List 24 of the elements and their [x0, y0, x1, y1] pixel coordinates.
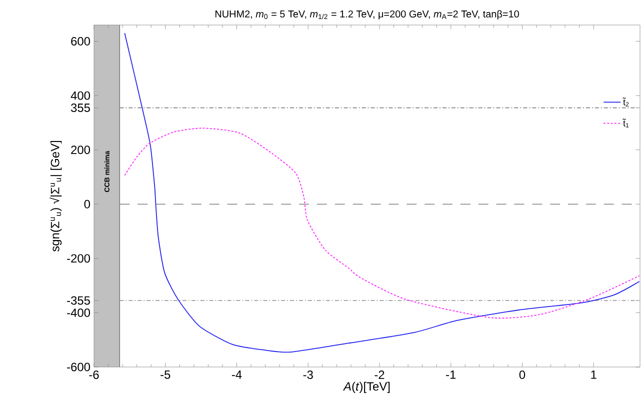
x-tick-label: -2	[374, 370, 384, 379]
x-tick-label: -1	[446, 370, 456, 379]
legend-label: t̃$_{1}$	[622, 118, 629, 128]
y-tick-label: -355	[67, 296, 90, 305]
line-series	[124, 128, 640, 319]
y-tick-label: 355	[70, 104, 90, 112]
y-tick-label: -400	[67, 308, 90, 317]
legend-label: t̃$_{2}$	[622, 98, 629, 106]
y-axis-title: sgn(Σ$^{u}$$_{u}$) √|Σ$^{u}$$_{u}$| [GeV]	[50, 140, 62, 252]
y-tick-label: -200	[67, 254, 90, 263]
y-tick-label: 400	[70, 91, 90, 100]
x-axis-title: A(t)[TeV]	[342, 382, 390, 393]
x-tick-label: -5	[160, 370, 170, 379]
x-tick-label: -4	[232, 370, 242, 379]
y-tick-label: -600	[67, 362, 90, 372]
x-tick-label: 0	[519, 370, 526, 379]
y-tick-label: 0	[84, 200, 90, 208]
y-tick-label: 600	[71, 37, 90, 46]
chart-title: NUHM2, m$_{0}$ = 5 TeV, m$_{1/2}$ = 1.2 TeV, μ=200 GeV, m$_{A}$=2 TeV, tanβ=10	[215, 10, 519, 20]
x-tick-label: -6	[89, 370, 99, 379]
x-tick-label: -3	[303, 370, 313, 379]
y-tick-label: 200	[71, 146, 90, 154]
x-tick-label: 1	[591, 370, 596, 379]
line-series	[124, 32, 640, 353]
